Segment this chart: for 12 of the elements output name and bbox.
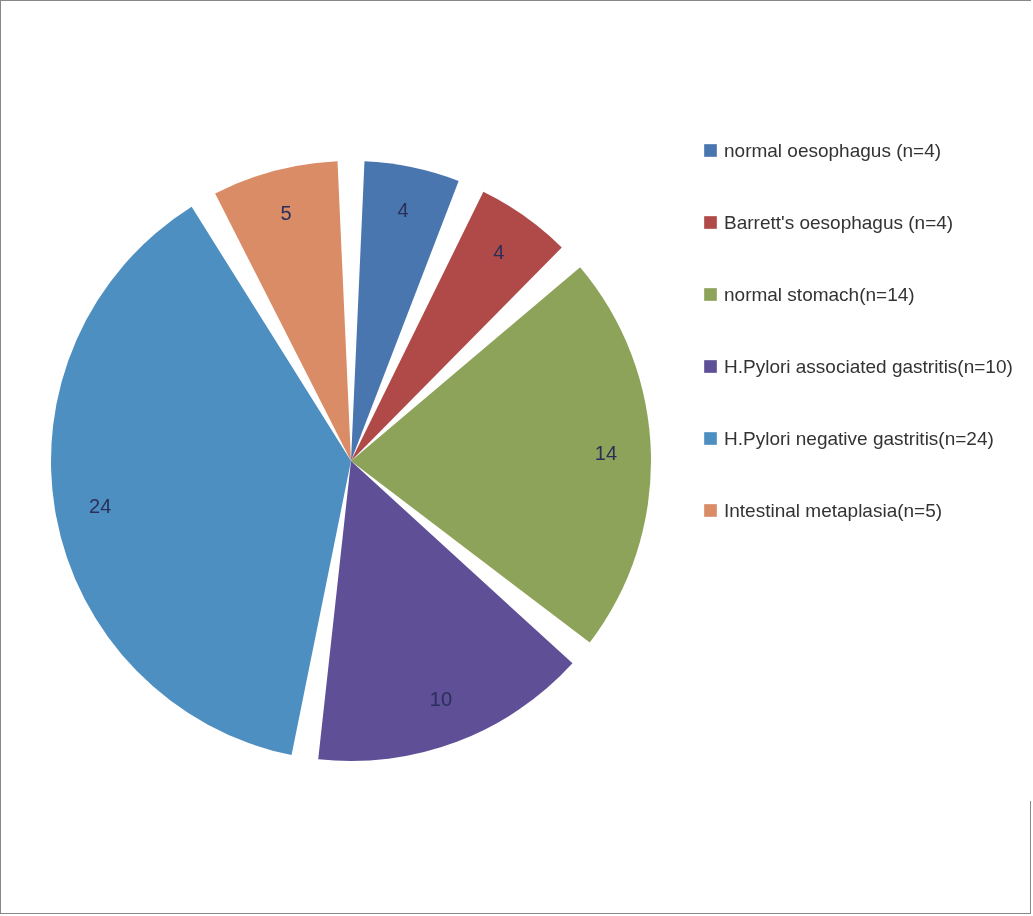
- legend-label: normal stomach(n=14): [724, 283, 915, 305]
- data-label: 4: [493, 241, 505, 264]
- data-label: 5: [280, 202, 292, 225]
- data-label: 14: [594, 442, 618, 465]
- legend-label: normal oesophagus (n=4): [724, 139, 942, 161]
- data-label: 10: [429, 687, 453, 710]
- legend-label: H.Pylori associated gastritis(n=10): [724, 355, 1013, 377]
- legend-label: Intestinal metaplasia(n=5): [724, 499, 943, 521]
- legend-label: Barrett's oesophagus (n=4): [724, 211, 954, 233]
- data-label: 4: [397, 199, 409, 222]
- data-label: 24: [89, 494, 112, 517]
- legend-label: H.Pylori negative gastritis(n=24): [724, 427, 994, 449]
